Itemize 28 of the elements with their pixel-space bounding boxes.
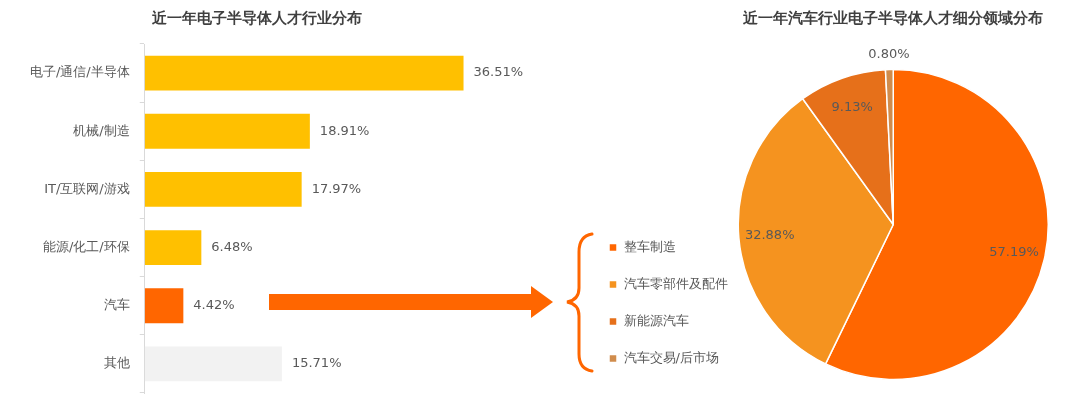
chart-title: 近一年汽车行业电子半导体人才细分领域分布 [742,8,1044,27]
data-label: 17.97% [311,180,362,196]
y-tick-label: 电子/通信/半导体 [29,64,130,80]
data-label: 4.42% [193,297,235,313]
data-label: 32.88% [744,226,795,242]
y-tick-label: IT/互联网/游戏 [44,180,130,196]
legend-label: 整车制造 [623,238,676,254]
data-label: 9.13% [831,98,873,114]
legend-label: 汽车交易/后市场 [623,349,719,365]
data-label: 57.19% [989,243,1039,259]
bar [144,55,464,91]
legend-label: 汽车零部件及配件 [623,275,728,291]
chart-title: 近一年电子半导体人才行业分布 [151,8,362,27]
bar [144,288,184,324]
data-label: 18.91% [319,122,370,138]
y-tick-label: 其他 [103,355,130,371]
bar [144,171,302,207]
y-tick-label: 能源/化工/环保 [42,238,130,254]
data-label: 6.48% [211,238,253,254]
bar [144,230,202,266]
y-tick-label: 机械/制造 [73,122,130,138]
bar [144,113,310,149]
legend-label: 新能源汽车 [623,312,689,328]
bar [144,346,282,382]
y-tick-label: 汽车 [103,297,130,313]
data-label: 15.71% [291,355,342,371]
data-label: 36.51% [473,64,524,80]
data-label: 0.80% [868,45,910,61]
